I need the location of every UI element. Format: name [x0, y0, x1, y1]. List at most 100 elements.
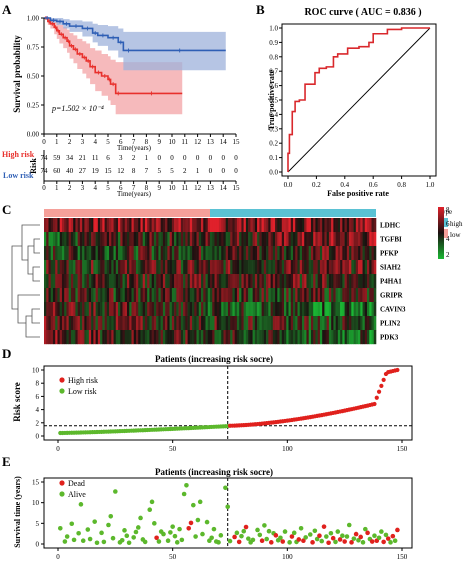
- heat-cell: [160, 232, 164, 247]
- heat-cell: [275, 274, 278, 289]
- heat-cell: [295, 274, 298, 289]
- heat-cell: [248, 288, 251, 303]
- heat-cell: [207, 288, 211, 303]
- heat-cell: [335, 232, 339, 247]
- panel-label-d: D: [2, 346, 11, 361]
- heat-cell: [371, 232, 375, 247]
- roc-xlabel: False positive rate: [327, 189, 389, 198]
- survival-point-alive: [319, 538, 325, 544]
- heat-cell: [367, 260, 370, 275]
- heat-cell: [106, 330, 110, 345]
- heat-cell: [328, 260, 332, 275]
- survival-point-alive: [106, 522, 111, 528]
- heat-cell: [57, 316, 60, 331]
- heat-cell: [322, 288, 325, 303]
- heat-cell: [64, 316, 67, 331]
- heat-cell: [268, 260, 271, 275]
- heat-cell: [104, 232, 108, 247]
- heat-cell: [322, 232, 325, 247]
- heat-cell: [129, 260, 132, 275]
- heat-cell: [64, 288, 67, 303]
- heat-cell: [124, 330, 128, 345]
- heat-cell: [95, 246, 99, 261]
- heat-cell: [324, 288, 327, 303]
- survival-point-alive: [257, 532, 263, 538]
- survival-point-alive: [69, 521, 75, 527]
- survival-point-alive: [126, 540, 132, 546]
- heat-cell: [360, 232, 363, 247]
- risk-x-tick-label: 0: [42, 184, 46, 192]
- heat-cell: [187, 302, 191, 317]
- heat-cell: [225, 316, 229, 331]
- heat-cell: [248, 274, 251, 289]
- heat-cell: [331, 246, 334, 261]
- heat-type-low: [44, 209, 210, 217]
- heat-cell: [88, 218, 92, 233]
- survival-point-alive: [110, 535, 116, 541]
- heat-cell: [115, 302, 119, 317]
- heat-cell: [198, 246, 202, 261]
- heat-cell: [93, 316, 96, 331]
- heat-cell: [142, 260, 146, 275]
- heat-cell: [333, 274, 336, 289]
- heat-cell: [194, 218, 197, 233]
- heat-cell: [82, 232, 85, 247]
- risk-score-y-tick-label: 8: [36, 380, 40, 388]
- row-dendrogram: [11, 224, 40, 338]
- survival-point-dead: [186, 525, 192, 531]
- heat-cell: [198, 302, 202, 317]
- heat-cell: [236, 274, 240, 289]
- heat-cell: [66, 302, 69, 317]
- heat-cell: [100, 330, 103, 345]
- heat-cell: [176, 260, 179, 275]
- survival-point-alive: [113, 489, 118, 494]
- heat-cell: [342, 218, 345, 233]
- risk-cell: 7: [145, 167, 149, 175]
- heat-cell: [84, 288, 87, 303]
- heat-cell: [346, 246, 350, 261]
- heat-cell: [326, 218, 330, 233]
- heat-cell: [279, 246, 283, 261]
- heat-cell: [227, 218, 231, 233]
- heat-cell: [207, 274, 211, 289]
- heat-cell: [373, 246, 377, 261]
- heat-cell: [310, 330, 314, 345]
- risk-cell: 15: [105, 167, 113, 175]
- heat-cell: [241, 274, 244, 289]
- risk-cell: 0: [157, 154, 161, 162]
- heat-cell: [301, 274, 305, 289]
- heat-cell: [225, 232, 229, 247]
- heat-cell: [113, 330, 117, 345]
- survival-point-alive: [218, 533, 224, 538]
- heat-cell: [133, 260, 137, 275]
- heat-cell: [241, 246, 244, 261]
- heat-cell: [48, 316, 52, 331]
- heat-cell: [196, 302, 200, 317]
- survival-point-alive: [372, 533, 377, 539]
- heat-cell: [147, 218, 150, 233]
- heat-cell: [362, 288, 366, 303]
- heat-cell: [109, 330, 112, 345]
- heat-cell: [50, 218, 54, 233]
- heat-cell: [135, 288, 139, 303]
- heat-cell: [48, 288, 52, 303]
- heat-cell: [353, 246, 357, 261]
- heat-cell: [176, 246, 179, 261]
- heat-cell: [174, 218, 177, 233]
- risk-score-y-tick-label: 4: [36, 406, 40, 414]
- survival-point-alive: [241, 528, 247, 534]
- heat-cell: [185, 330, 188, 345]
- heat-cell: [91, 260, 94, 275]
- heat-cell: [275, 260, 278, 275]
- heat-cell: [308, 260, 312, 275]
- heat-cell: [109, 260, 112, 275]
- heat-cell: [257, 330, 260, 345]
- heat-cell: [192, 246, 195, 261]
- heat-cell: [216, 316, 220, 331]
- heat-cell: [120, 288, 123, 303]
- heat-cell: [192, 288, 195, 303]
- heat-cell: [221, 260, 224, 275]
- risk-score-point: [372, 401, 377, 407]
- roc-ylabel: True positive rate: [267, 69, 276, 130]
- heat-cell: [335, 218, 339, 233]
